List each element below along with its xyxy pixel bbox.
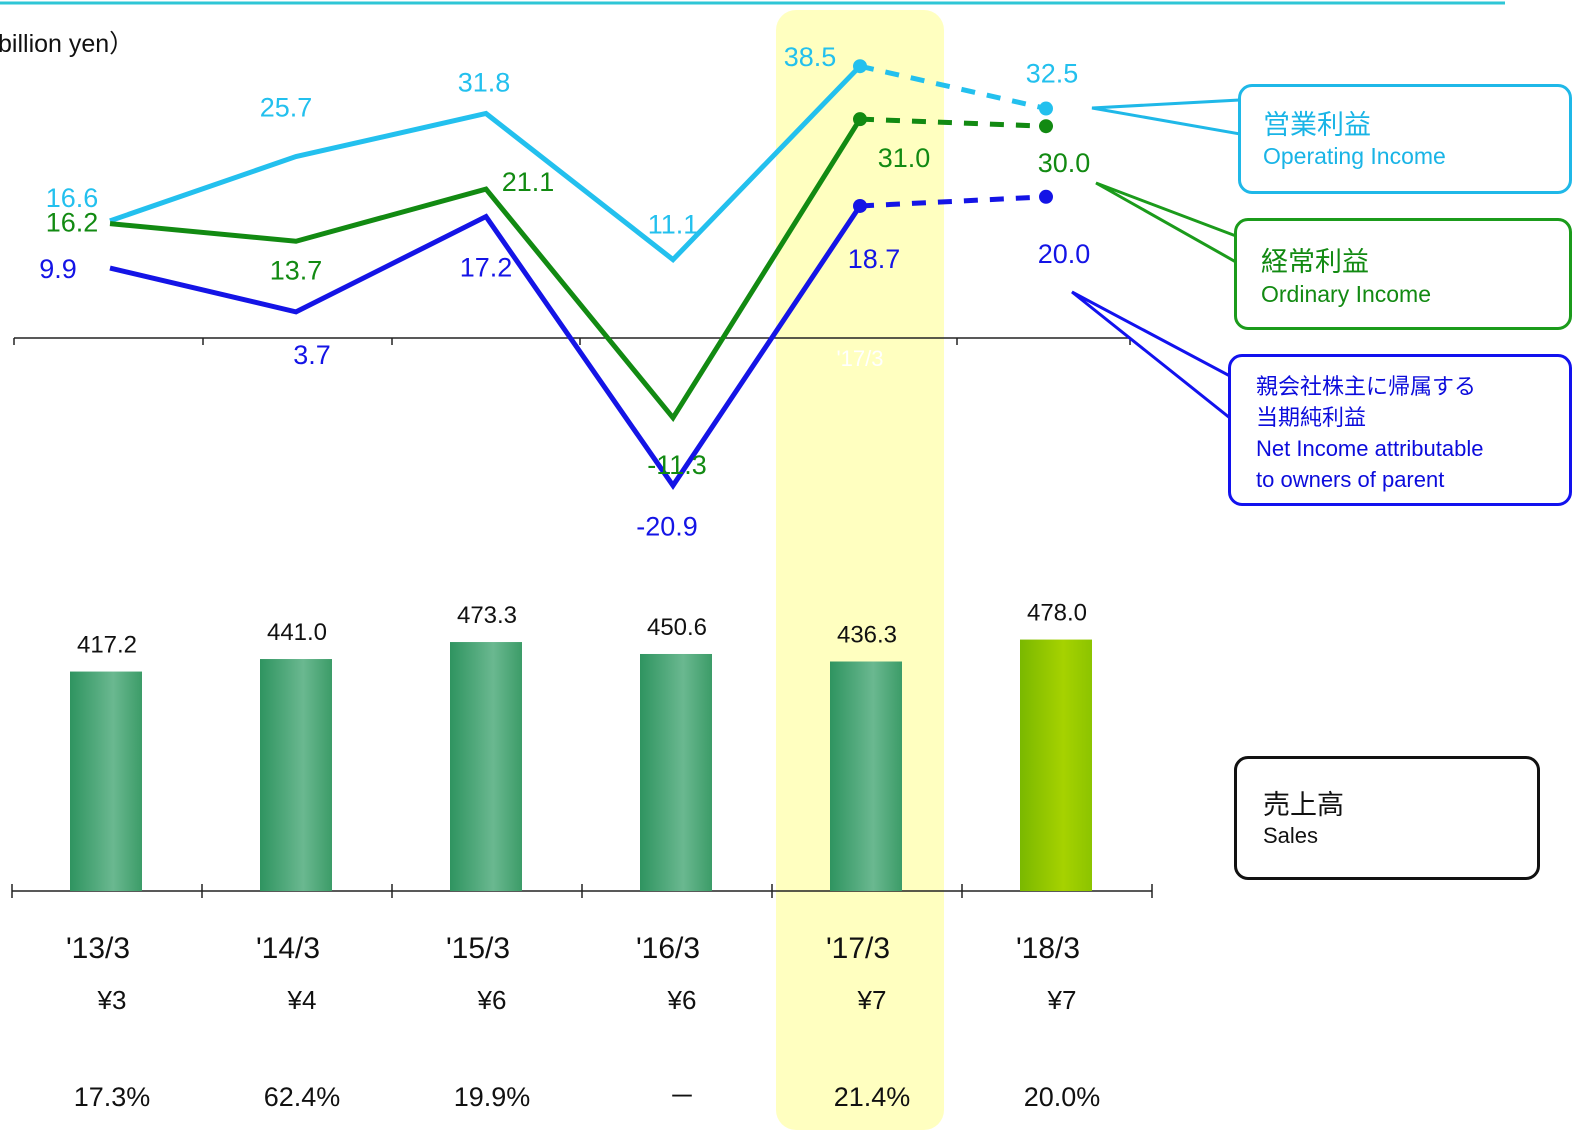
ordinary-line [109,117,863,423]
legend-ordinary-en: Ordinary Income [1261,281,1432,307]
operating-value-label: 32.5 [1026,59,1079,89]
ordinary-value-label: 16.2 [46,208,99,238]
dividend-label: ¥3 [97,985,127,1015]
payout-ratio-label: 62.4% [264,1082,341,1112]
legend-sales-en: Sales [1263,823,1319,848]
category-label: '13/3 [66,932,130,965]
sales-bar [640,653,712,891]
ordinary-value-label: -11.3 [647,450,707,480]
sales-value-label: 417.2 [77,632,137,659]
legend-net-jp-2: 当期純利益 [1256,405,1367,430]
net-value-label: 9.9 [39,254,77,284]
dividend-label: ¥6 [667,985,697,1015]
operating-value-label: 16.6 [46,183,99,213]
ordinary-point [1039,119,1053,134]
category-label: '14/3 [256,932,320,965]
payout-ratio-label: 20.0% [1024,1082,1101,1112]
operating-callout-pointer [1091,98,1242,136]
ordinary-point [853,112,867,127]
operating-value-label: 11.1 [648,210,699,240]
net-forecast-line [859,194,1047,209]
net-value-label: 3.7 [293,340,331,370]
net-point [853,198,867,213]
sales-value-label: 473.3 [457,602,517,629]
net-value-label: 17.2 [460,253,513,283]
legend-sales: 売上高 Sales [1234,756,1540,880]
legend-operating-income: 営業利益 Operating Income [1238,84,1572,194]
unit-label: billion yen） [0,30,134,58]
legend-operating-en: Operating Income [1263,143,1446,169]
ordinary-callout-pointer [1095,181,1238,265]
legend-sales-jp: 売上高 [1263,790,1344,820]
category-label: '15/3 [446,932,510,965]
legend-ordinary-income: 経常利益 Ordinary Income [1234,218,1572,330]
dividend-label: ¥4 [287,985,317,1015]
operating-forecast-line [859,63,1047,111]
net-value-label: -20.9 [636,512,698,542]
operating-point [853,59,867,74]
category-label: '17/3 [826,932,890,965]
legend-net-en-1: Net Income attributable [1256,436,1484,461]
sales-bar [1020,639,1092,891]
operating-value-label: 31.8 [458,67,511,97]
ordinary-forecast-line [859,116,1047,129]
ordinary-value-label: 31.0 [878,143,931,173]
operating-point [1039,101,1053,116]
legend-net-en-2: to owners of parent [1256,467,1445,492]
legend-ordinary-jp: 経常利益 [1261,247,1369,277]
payout-ratio-label: 19.9% [454,1082,531,1112]
legend-net-income: 親会社株主に帰属する 当期純利益 Net Income attributable… [1228,354,1572,506]
payout-ratio-label: － [669,1082,696,1112]
operating-line [109,64,862,263]
ordinary-value-label: 21.1 [502,167,555,197]
sales-bar [830,661,902,891]
sales-value-label: 441.0 [267,619,327,646]
sales-value-label: 436.3 [837,622,897,649]
category-label: '18/3 [1016,932,1080,965]
sales-bar [450,642,522,891]
operating-value-label: 25.7 [260,93,313,123]
sales-value-label: 450.6 [647,614,707,641]
category-label: '16/3 [636,932,700,965]
dividend-label: ¥7 [1047,985,1077,1015]
net-line [109,204,863,490]
operating-value-label: 38.5 [784,42,837,72]
net-value-label: 18.7 [848,244,901,274]
net-point [1039,189,1053,204]
legend-operating-jp: 営業利益 [1263,110,1371,140]
legend-net-jp-1: 親会社株主に帰属する [1256,374,1477,399]
sales-bar [260,659,332,891]
ordinary-value-label: 13.7 [270,255,323,285]
ordinary-value-label: 30.0 [1038,148,1091,178]
payout-ratio-label: 21.4% [834,1082,911,1112]
faint-category-label: '17/3 [836,346,883,371]
sales-value-label: 478.0 [1027,600,1087,627]
dividend-label: ¥7 [857,985,887,1015]
net-value-label: 20.0 [1038,239,1091,269]
sales-bar [70,671,142,891]
net-callout-pointer [1071,290,1232,422]
dividend-label: ¥6 [477,985,507,1015]
payout-ratio-label: 17.3% [74,1082,151,1112]
